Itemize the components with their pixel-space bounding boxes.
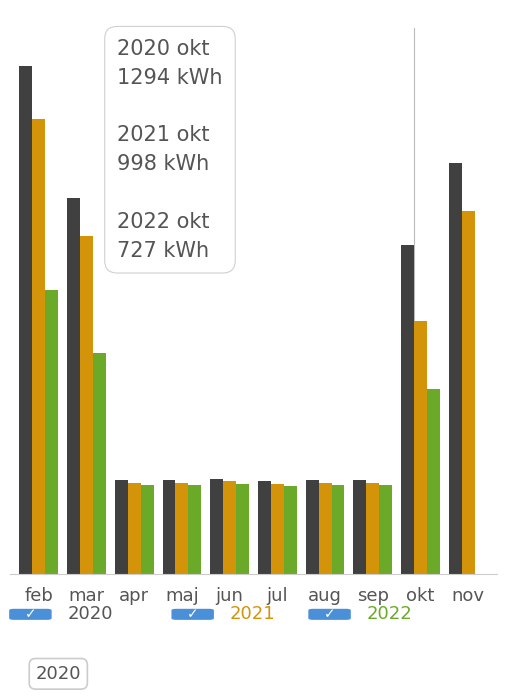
Bar (449, 162, 462, 574)
Text: 2021: 2021 (229, 606, 275, 623)
Bar (258, 482, 271, 574)
Bar (93, 353, 106, 574)
Bar (318, 482, 332, 574)
Bar (45, 290, 58, 574)
Bar (140, 485, 154, 574)
Bar (271, 484, 284, 574)
Bar (223, 482, 236, 574)
Bar (414, 321, 427, 574)
Bar (379, 485, 392, 574)
Bar (236, 484, 249, 574)
Bar (128, 482, 140, 574)
Bar (210, 479, 223, 574)
Bar (189, 485, 201, 574)
Bar (80, 236, 93, 574)
Bar (353, 480, 367, 574)
FancyBboxPatch shape (309, 610, 350, 619)
Bar (306, 480, 318, 574)
Bar (284, 486, 297, 574)
Bar (175, 482, 189, 574)
Text: 2020: 2020 (67, 606, 113, 623)
Bar (163, 480, 175, 574)
Bar (67, 198, 80, 574)
Bar (332, 485, 344, 574)
Bar (115, 480, 128, 574)
Text: ✓: ✓ (25, 608, 36, 622)
FancyBboxPatch shape (172, 610, 213, 619)
Text: 2020 okt
1294 kWh

2021 okt
998 kWh

2022 okt
727 kWh: 2020 okt 1294 kWh 2021 okt 998 kWh 2022 … (117, 39, 223, 260)
Text: ✓: ✓ (324, 608, 335, 622)
Bar (367, 482, 379, 574)
Bar (401, 246, 414, 574)
Text: 2022: 2022 (366, 606, 412, 623)
Bar (462, 211, 475, 574)
FancyBboxPatch shape (10, 610, 51, 619)
Text: 2020: 2020 (35, 665, 81, 682)
Text: ✓: ✓ (187, 608, 198, 622)
Bar (427, 389, 440, 574)
Bar (32, 120, 45, 574)
Bar (19, 66, 32, 574)
